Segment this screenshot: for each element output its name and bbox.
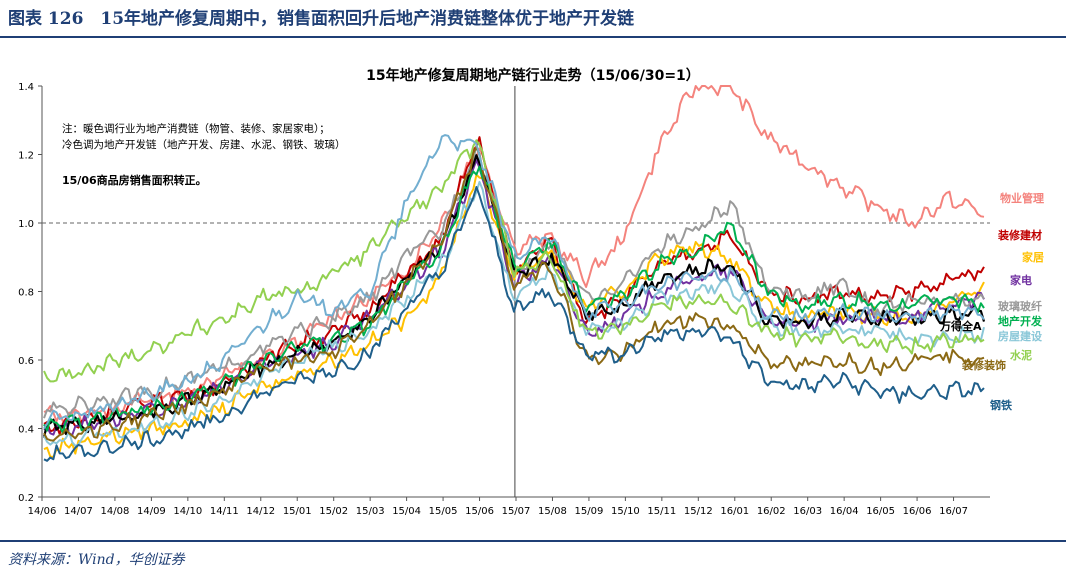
line-chart: 15年地产修复周期地产链行业走势（15/06/30=1） 0.2 0.4 0.6 0.…	[18, 67, 1044, 517]
x-tick-label: 16/06	[903, 506, 932, 517]
x-tick-label: 15/04	[392, 506, 421, 517]
x-tick-label: 15/12	[684, 506, 713, 517]
series-line-9	[43, 146, 985, 442]
x-tick-label: 14/08	[101, 506, 130, 517]
y-tick-label: 1.2	[18, 151, 34, 162]
series-label-3: 家电	[1010, 273, 1032, 287]
x-tick-label: 15/11	[647, 506, 676, 517]
series-line-6	[43, 165, 985, 434]
series-label-5: 万得全A	[939, 319, 982, 333]
x-tick-label: 14/09	[137, 506, 166, 517]
series-label-7: 房屋建设	[998, 329, 1043, 343]
x-tick-label: 16/07	[939, 506, 968, 517]
source-rule	[0, 540, 1066, 542]
y-tick-label: 0.4	[18, 425, 34, 436]
title-rule	[0, 36, 1066, 38]
series-line-11	[43, 134, 985, 430]
x-tick-label: 14/12	[246, 506, 275, 517]
series-label-4: 玻璃玻纤	[998, 299, 1042, 313]
x-tick-label: 14/10	[173, 506, 202, 517]
series-label-8: 水泥	[1010, 348, 1032, 362]
x-tick-label: 14/06	[28, 506, 57, 517]
x-tick-label: 15/07	[502, 506, 531, 517]
note-line-2: 冷色调为地产开发链（地产开发、房建、水泥、钢铁、玻璃）	[62, 138, 346, 151]
series-line-10	[43, 186, 985, 462]
source-note: 资料来源：Wind，华创证券	[8, 552, 185, 568]
x-tick-label: 16/05	[866, 506, 895, 517]
x-tick-label: 15/03	[356, 506, 385, 517]
series-label-2: 家居	[1022, 250, 1044, 264]
x-tick-label: 15/06	[465, 506, 494, 517]
x-tick-label: 15/02	[319, 506, 348, 517]
x-tick-label: 15/09	[575, 506, 604, 517]
figure-title: 图表 126 15年地产修复周期中，销售面积回升后地产消费链整体优于地产开发链	[8, 9, 635, 29]
x-tick-label: 15/01	[283, 506, 312, 517]
series-label-0: 物业管理	[1000, 191, 1044, 205]
x-tick-label: 15/10	[611, 506, 640, 517]
x-tick-label: 16/02	[757, 506, 786, 517]
y-tick-label: 0.6	[18, 356, 34, 367]
x-tick-label: 15/08	[538, 506, 567, 517]
x-tick-label: 16/01	[720, 506, 749, 517]
note-line-1: 注：暖色调行业为地产消费链（物管、装修、家居家电）；	[62, 122, 330, 135]
x-tick-label: 16/03	[793, 506, 822, 517]
y-tick-label: 1.0	[18, 219, 34, 230]
y-tick-label: 0.8	[18, 288, 34, 299]
series-label-9: 装修装饰	[961, 358, 1006, 372]
series-label-6: 地产开发	[998, 314, 1043, 328]
y-tick-label: 0.2	[18, 493, 34, 504]
series-label-10: 钢铁	[990, 398, 1012, 412]
series-label-1: 装修建材	[997, 228, 1042, 242]
series-line-2	[43, 173, 985, 458]
x-tick-label: 16/04	[830, 506, 859, 517]
chart-title: 15年地产修复周期地产链行业走势（15/06/30=1）	[366, 67, 700, 84]
series-line-0	[43, 85, 985, 425]
y-tick-label: 1.4	[18, 82, 34, 93]
series-line-8	[43, 139, 985, 383]
note-bold: 15/06商品房销售面积转正。	[62, 173, 207, 187]
x-tick-label: 14/07	[64, 506, 93, 517]
x-tick-label: 15/05	[429, 506, 458, 517]
x-tick-label: 14/11	[210, 506, 239, 517]
